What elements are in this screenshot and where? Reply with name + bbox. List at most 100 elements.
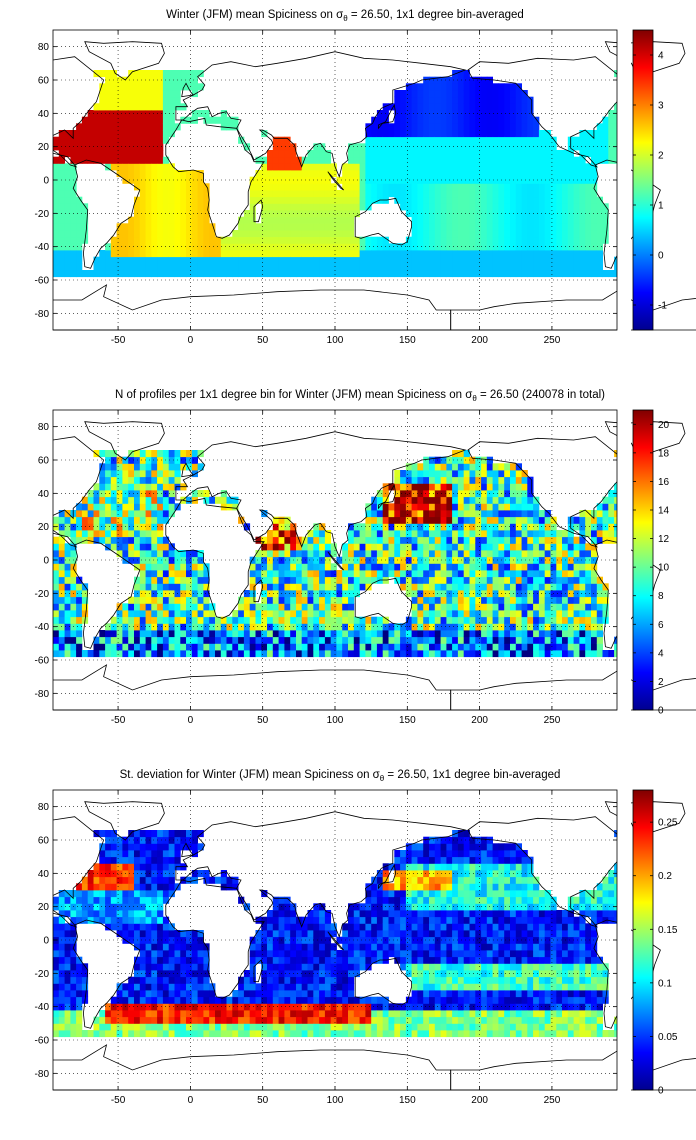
data-cell [99,143,106,151]
data-cell [70,530,77,538]
data-cell [538,516,546,524]
data-cell [515,236,522,244]
data-cell [440,136,447,144]
data-cell [585,170,592,178]
data-cell [290,150,297,158]
data-cell [324,216,332,224]
data-cell [174,956,181,964]
data-cell [440,503,447,511]
data-cell [58,976,65,984]
data-cell [162,1010,170,1018]
data-cell [105,156,112,164]
data-cell [440,110,447,118]
data-cell [168,490,175,498]
data-cell [504,130,511,138]
data-cell [394,503,401,511]
data-cell [452,150,459,158]
data-cell [353,203,360,211]
data-cell [533,130,540,138]
data-cell [58,910,65,918]
data-cell [411,503,418,511]
data-cell [371,550,378,558]
data-cell [591,136,598,144]
data-cell [139,963,146,971]
data-cell [371,263,378,271]
data-cell [475,156,482,164]
data-cell [64,643,71,651]
data-cell [434,263,441,271]
data-cell [481,583,488,591]
data-cell [452,130,459,138]
data-cell [267,210,274,218]
data-cell [486,190,493,198]
data-cell [469,536,476,544]
data-cell [417,590,424,598]
data-cell [527,263,534,271]
data-cell [452,636,459,644]
data-cell [272,516,279,524]
data-cell [486,576,493,584]
data-cell [342,196,349,204]
data-cell [70,996,77,1004]
data-cell [457,70,465,78]
data-cell [180,996,187,1004]
data-cell [544,576,551,584]
data-cell [105,623,112,631]
data-cell [110,123,117,131]
data-cell [128,103,135,111]
data-cell [116,270,123,278]
data-cell [162,263,170,271]
data-cell [64,636,71,644]
data-cell [110,476,117,484]
data-cell [591,256,598,264]
data-cell [382,236,389,244]
data-cell [324,623,332,631]
data-cell [105,483,112,491]
data-cell [486,183,493,191]
data-cell [371,136,378,144]
data-cell [128,470,135,478]
data-cell [602,603,609,611]
data-cell [105,463,112,471]
data-cell [324,203,332,211]
data-cell [579,550,586,558]
data-cell [348,570,355,578]
data-cell [429,263,436,271]
data-cell [556,543,563,551]
data-cell [128,983,135,991]
data-cell [134,216,141,224]
data-cell [567,550,574,558]
data-cell [359,523,366,531]
data-cell [307,236,314,244]
data-cell [400,190,407,198]
data-cell [400,530,407,538]
data-cell [388,543,395,551]
colorbar-tick-label: 2 [658,677,664,688]
data-cell [301,250,308,258]
data-cell [134,463,141,471]
data-cell [556,236,563,244]
data-cell [128,856,135,864]
data-cell [417,183,424,191]
data-cell [53,976,60,984]
data-cell [504,476,511,484]
data-cell [348,583,355,591]
data-cell [330,256,337,264]
data-cell [567,210,574,218]
data-cell [162,123,170,131]
data-cell [174,596,181,604]
data-cell [157,976,164,984]
data-cell [128,463,135,471]
data-cell [521,103,528,111]
data-cell [382,643,389,651]
data-cell [405,636,413,644]
data-cell [307,550,314,558]
data-cell [284,630,291,638]
data-cell [267,543,274,551]
data-cell [76,890,83,898]
data-cell [544,196,551,204]
data-cell [434,530,441,538]
data-cell [498,83,505,91]
data-cell [544,550,551,558]
data-cell [64,630,71,638]
